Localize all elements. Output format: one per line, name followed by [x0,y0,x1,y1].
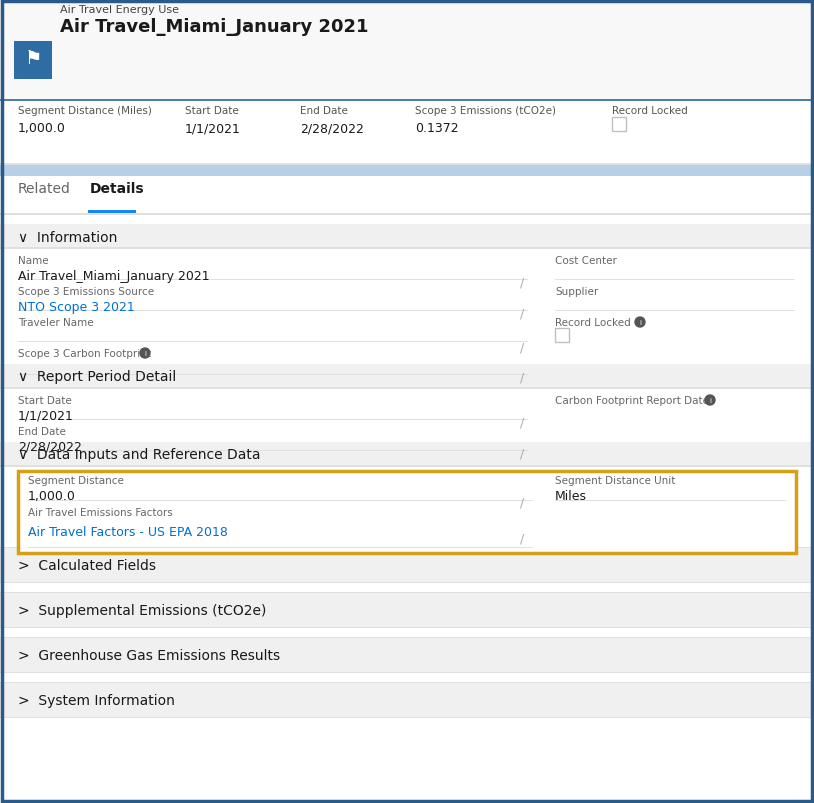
Text: >  Greenhouse Gas Emissions Results: > Greenhouse Gas Emissions Results [18,648,280,662]
Bar [0,247,814,249]
Bar [0,638,814,673]
Bar [0,593,814,628]
Text: Related: Related [18,181,71,196]
Text: Air Travel_Miami_January 2021: Air Travel_Miami_January 2021 [60,18,369,36]
Text: /: / [520,341,524,355]
Text: Scope 3 Carbon Footprint: Scope 3 Carbon Footprint [18,349,151,359]
Text: ∨  Data Inputs and Reference Data: ∨ Data Inputs and Reference Data [18,447,260,462]
Text: 0.1372: 0.1372 [415,122,458,135]
Text: /: / [520,496,524,509]
Text: /: / [520,417,524,430]
Text: Scope 3 Emissions (tCO2e): Scope 3 Emissions (tCO2e) [415,106,556,116]
Text: i: i [639,320,641,325]
Text: /: / [520,532,524,545]
Bar [0,214,814,216]
Text: Segment Distance (Miles): Segment Distance (Miles) [18,106,152,116]
Text: Record Locked: Record Locked [555,318,631,328]
Bar [0,0,814,100]
Text: Air Travel Energy Use: Air Travel Energy Use [60,5,179,15]
Text: 1,000.0: 1,000.0 [18,122,66,135]
Circle shape [140,349,150,359]
Text: /: / [520,308,524,320]
Text: End Date: End Date [300,106,348,116]
Bar [0,177,814,214]
Bar [0,164,814,165]
Text: Air Travel Factors - US EPA 2018: Air Travel Factors - US EPA 2018 [28,525,228,538]
Circle shape [705,396,715,406]
Text: 1,000.0: 1,000.0 [28,489,76,503]
Text: Name: Name [18,255,49,266]
Text: Cost Center: Cost Center [555,255,617,266]
Bar [555,328,569,343]
Bar [14,42,52,80]
FancyBboxPatch shape [18,471,796,553]
Text: >  System Information: > System Information [18,693,175,707]
Text: Scope 3 Emissions Source: Scope 3 Emissions Source [18,287,154,296]
Text: ∨  Report Period Detail: ∨ Report Period Detail [18,369,177,384]
Bar [0,100,814,104]
Bar [0,718,814,803]
Text: 1/1/2021: 1/1/2021 [185,122,241,135]
Text: /: / [520,447,524,460]
Text: Traveler Name: Traveler Name [18,318,94,328]
Bar [612,118,626,132]
Text: 2/28/2022: 2/28/2022 [18,441,82,454]
Text: Air Travel Emissions Factors: Air Travel Emissions Factors [28,507,173,517]
Text: >  Calculated Fields: > Calculated Fields [18,558,156,573]
Bar [0,165,814,177]
Bar [0,466,814,467]
Bar [0,365,814,389]
Bar [0,388,814,389]
Text: /: / [520,277,524,290]
Text: >  Supplemental Emissions (tCO2e): > Supplemental Emissions (tCO2e) [18,603,266,618]
Text: /: / [520,372,524,385]
Circle shape [635,318,645,328]
Text: 2/28/2022: 2/28/2022 [300,122,364,135]
Text: i: i [709,397,711,403]
Text: ⚑: ⚑ [24,50,42,68]
Bar [0,249,814,250]
Bar [0,548,814,583]
Text: Start Date: Start Date [185,106,239,116]
Bar [0,102,814,164]
Text: Start Date: Start Date [18,396,72,406]
Bar [0,672,814,673]
Bar [0,225,814,249]
Text: Segment Distance Unit: Segment Distance Unit [555,475,676,485]
Bar [0,582,814,583]
Text: i: i [144,351,146,357]
Text: Supplier: Supplier [555,287,598,296]
Bar [0,442,814,467]
Text: Carbon Footprint Report Date: Carbon Footprint Report Date [555,396,709,406]
Text: ∨  Information: ∨ Information [18,230,117,245]
Text: Record Locked: Record Locked [612,106,688,116]
Bar [0,627,814,628]
Text: Segment Distance: Segment Distance [28,475,124,485]
Text: Air Travel_Miami_January 2021: Air Travel_Miami_January 2021 [18,270,210,283]
Text: 1/1/2021: 1/1/2021 [18,410,74,422]
Text: Miles: Miles [555,489,587,503]
Text: NTO Scope 3 2021: NTO Scope 3 2021 [18,300,135,314]
Text: End Date: End Date [18,426,66,437]
Bar [88,210,136,214]
Bar [0,683,814,718]
Bar [0,717,814,718]
Text: Details: Details [90,181,145,196]
